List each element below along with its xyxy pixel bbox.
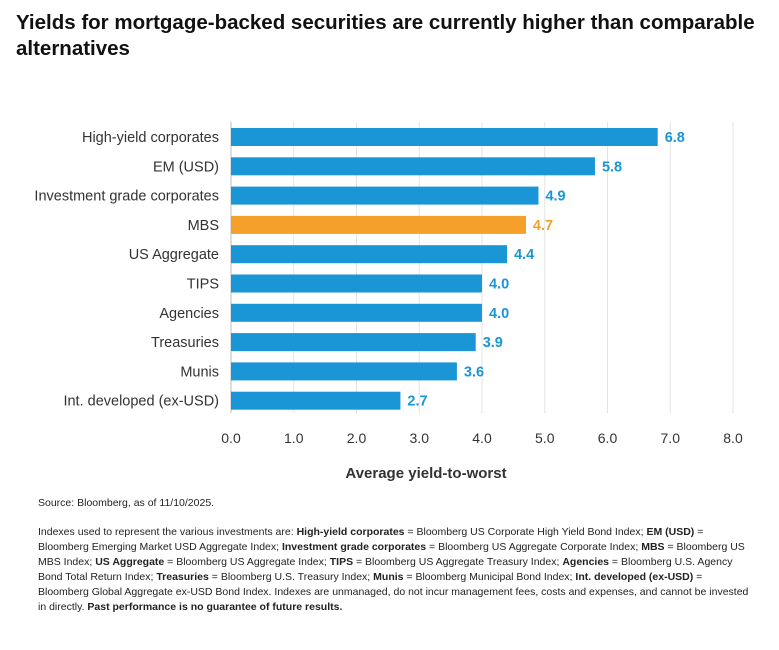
x-axis-label: Average yield-to-worst <box>345 465 506 482</box>
bar <box>231 274 482 293</box>
category-label: High-yield corporates <box>82 130 219 146</box>
index-term: TIPS <box>329 556 354 568</box>
bar <box>231 186 539 205</box>
past-performance-note: Past performance is no guarantee of futu… <box>87 601 343 613</box>
index-description: = Bloomberg Municipal Bond Index; <box>403 571 576 583</box>
x-tick-label: 2.0 <box>347 430 367 446</box>
x-tick-label: 5.0 <box>535 430 555 446</box>
bar <box>231 362 457 381</box>
x-tick-label: 8.0 <box>723 430 743 446</box>
chart-title: Yields for mortgage-backed securities ar… <box>16 11 755 60</box>
category-label: Munis <box>180 364 219 380</box>
index-description: = Bloomberg U.S. Treasury Index; <box>208 571 374 583</box>
bar <box>231 333 476 352</box>
x-tick-label: 6.0 <box>598 430 618 446</box>
bar <box>231 391 401 410</box>
bar <box>231 128 658 146</box>
index-description: = Bloomberg U.S. Agency Bond Total Retur… <box>38 556 733 583</box>
value-label: 4.7 <box>533 218 553 234</box>
bar-chart: High-yield corporates EM (USD) Investment … <box>34 122 743 482</box>
index-term: Munis <box>373 571 404 583</box>
index-description: = Bloomberg US MBS Index; <box>38 541 745 568</box>
bars <box>231 128 658 410</box>
x-tick-label: 3.0 <box>410 430 430 446</box>
value-label: 3.9 <box>483 335 503 351</box>
index-description: = Bloomberg Emerging Market USD Aggregat… <box>38 526 704 553</box>
index-description: = Bloomberg US Aggregate Index; <box>164 556 330 568</box>
value-label: 4.0 <box>489 306 509 322</box>
x-tick-label: 7.0 <box>661 430 681 446</box>
value-label: 3.6 <box>464 364 484 380</box>
category-label: MBS <box>188 218 219 234</box>
category-labels: High-yield corporates EM (USD) Investment … <box>34 130 219 410</box>
index-term: Agencies <box>562 556 610 568</box>
x-tick-label: 0.0 <box>221 430 241 446</box>
index-term: High-yield corporates <box>296 526 405 538</box>
x-tick-label: 1.0 <box>284 430 304 446</box>
category-label: Investment grade corporates <box>34 189 219 205</box>
index-term: Int. developed (ex-USD) <box>575 571 694 583</box>
category-label: US Aggregate <box>129 247 219 263</box>
value-label: 5.8 <box>602 159 622 175</box>
index-term: MBS <box>641 541 665 553</box>
index-description: = Bloomberg Global Aggregate ex-USD Bond… <box>38 571 703 598</box>
value-label: 2.7 <box>407 394 427 410</box>
index-definitions: Indexes used to represent the various in… <box>38 525 754 615</box>
value-label: 6.8 <box>665 130 685 146</box>
value-labels: 6.8 5.8 4.9 4.7 4.4 4.0 4.0 3.9 3.6 2.7 <box>407 130 684 410</box>
bar <box>231 215 526 234</box>
value-label: 4.0 <box>489 277 509 293</box>
category-label: Int. developed (ex-USD) <box>63 394 219 410</box>
bar <box>231 157 595 176</box>
value-label: 4.4 <box>514 247 534 263</box>
index-term: Treasuries <box>156 571 209 583</box>
disclaimer: Indexes are unmanaged, do not incur mana… <box>38 586 749 613</box>
category-label: EM (USD) <box>153 159 219 175</box>
source-note: Source: Bloomberg, as of 11/10/2025. <box>38 497 215 509</box>
index-description: = Bloomberg US Corporate High Yield Bond… <box>404 526 647 538</box>
bar <box>231 303 482 322</box>
notes-intro: Indexes used to represent the various in… <box>38 526 297 538</box>
index-term: Investment grade corporates <box>281 541 427 553</box>
x-tick-labels: 0.0 1.0 2.0 3.0 4.0 5.0 6.0 7.0 8.0 <box>221 430 743 446</box>
bar <box>231 245 508 264</box>
index-description: = Bloomberg US Aggregate Treasury Index; <box>353 556 563 568</box>
category-label: Agencies <box>159 306 219 322</box>
index-term: US Aggregate <box>95 556 165 568</box>
category-label: Treasuries <box>151 335 219 351</box>
index-description: = Bloomberg US Aggregate Corporate Index… <box>426 541 642 553</box>
value-label: 4.9 <box>545 189 565 205</box>
x-tick-label: 4.0 <box>472 430 492 446</box>
index-term: EM (USD) <box>646 526 695 538</box>
category-label: TIPS <box>187 277 219 293</box>
